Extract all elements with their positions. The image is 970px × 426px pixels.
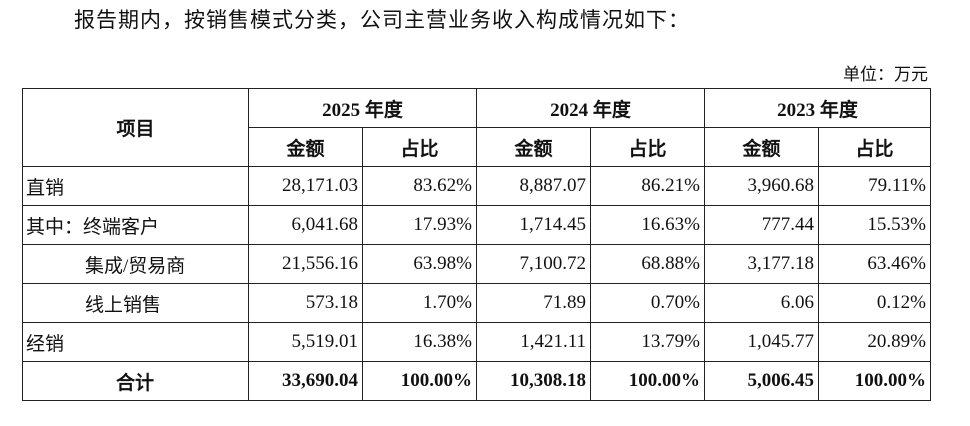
cell: 16.63% bbox=[590, 205, 705, 245]
cell: 3,177.18 bbox=[704, 244, 819, 284]
cell: 1,421.11 bbox=[476, 322, 591, 362]
cell: 79.11% bbox=[818, 166, 931, 206]
data-row: 合计 33,690.04 100.00% 10,308.18 100.00% 5,006.… bbox=[22, 361, 931, 401]
cell: 3,960.68 bbox=[704, 166, 819, 206]
data-row: 集成/贸易商 21,556.16 63.98% 7,100.72 68.88% 3,177… bbox=[22, 244, 931, 284]
intro-text: 报告期内，按销售模式分类，公司主营业务收入构成情况如下： bbox=[74, 8, 690, 32]
year-header: 2025 年度 bbox=[248, 88, 477, 128]
cell: 10,308.18 bbox=[476, 361, 591, 401]
cell: 5,519.01 bbox=[248, 322, 363, 362]
cell: 0.12% bbox=[818, 283, 931, 323]
subheader: 金额 bbox=[704, 127, 819, 167]
year-header: 2024 年度 bbox=[476, 88, 705, 128]
subheader: 占比 bbox=[362, 127, 477, 167]
cell: 777.44 bbox=[704, 205, 819, 245]
row-label: 其中：终端客户 bbox=[22, 205, 249, 245]
subheader: 占比 bbox=[818, 127, 931, 167]
cell: 63.46% bbox=[818, 244, 931, 284]
row-label: 经销 bbox=[22, 322, 249, 362]
cell: 13.79% bbox=[590, 322, 705, 362]
subheader: 占比 bbox=[590, 127, 705, 167]
cell: 5,006.45 bbox=[704, 361, 819, 401]
item-header: 项目 bbox=[22, 88, 249, 167]
data-row: 直销 28,171.03 83.62% 8,887.07 86.21% 3,960.68 7… bbox=[22, 166, 931, 206]
data-row: 线上销售 573.18 1.70% 71.89 0.70% 6.06 0.12% bbox=[22, 283, 931, 323]
cell: 100.00% bbox=[590, 361, 705, 401]
header-row: 项目 2025 年度 2024 年度 2023 年度 bbox=[22, 88, 931, 167]
data-row: 经销 5,519.01 16.38% 1,421.11 13.79% 1,045.77 20… bbox=[22, 322, 931, 362]
row-label: 直销 bbox=[22, 166, 249, 206]
year-header: 2023 年度 bbox=[704, 88, 931, 128]
cell: 6.06 bbox=[704, 283, 819, 323]
row-label: 集成/贸易商 bbox=[22, 244, 249, 284]
cell: 15.53% bbox=[818, 205, 931, 245]
cell: 17.93% bbox=[362, 205, 477, 245]
cell: 63.98% bbox=[362, 244, 477, 284]
cell: 1,045.77 bbox=[704, 322, 819, 362]
cell: 1.70% bbox=[362, 283, 477, 323]
cell: 68.88% bbox=[590, 244, 705, 284]
cell: 21,556.16 bbox=[248, 244, 363, 284]
cell: 71.89 bbox=[476, 283, 591, 323]
cell: 100.00% bbox=[818, 361, 931, 401]
cell: 16.38% bbox=[362, 322, 477, 362]
cell: 20.89% bbox=[818, 322, 931, 362]
row-label: 合计 bbox=[22, 361, 249, 401]
subheader-row: 金额 占比 金额 占比 金额 占比 bbox=[23, 127, 931, 167]
cell: 573.18 bbox=[248, 283, 363, 323]
revenue-table: 项目 2025 年度 2024 年度 2023 年度 金额 占比 金额 占比 金额 占比 直销 28… bbox=[22, 88, 931, 401]
cell: 1,714.45 bbox=[476, 205, 591, 245]
cell: 83.62% bbox=[362, 166, 477, 206]
data-row: 其中：终端客户 6,041.68 17.93% 1,714.45 16.63% 777.4… bbox=[22, 205, 931, 245]
row-label: 线上销售 bbox=[22, 283, 249, 323]
cell: 8,887.07 bbox=[476, 166, 591, 206]
cell: 28,171.03 bbox=[248, 166, 363, 206]
cell: 86.21% bbox=[590, 166, 705, 206]
cell: 7,100.72 bbox=[476, 244, 591, 284]
cell: 100.00% bbox=[362, 361, 477, 401]
cell: 6,041.68 bbox=[248, 205, 363, 245]
subheader: 金额 bbox=[476, 127, 591, 167]
cell: 33,690.04 bbox=[248, 361, 363, 401]
cell: 0.70% bbox=[590, 283, 705, 323]
unit-label: 单位：万元 bbox=[843, 65, 928, 84]
subheader: 金额 bbox=[248, 127, 363, 167]
